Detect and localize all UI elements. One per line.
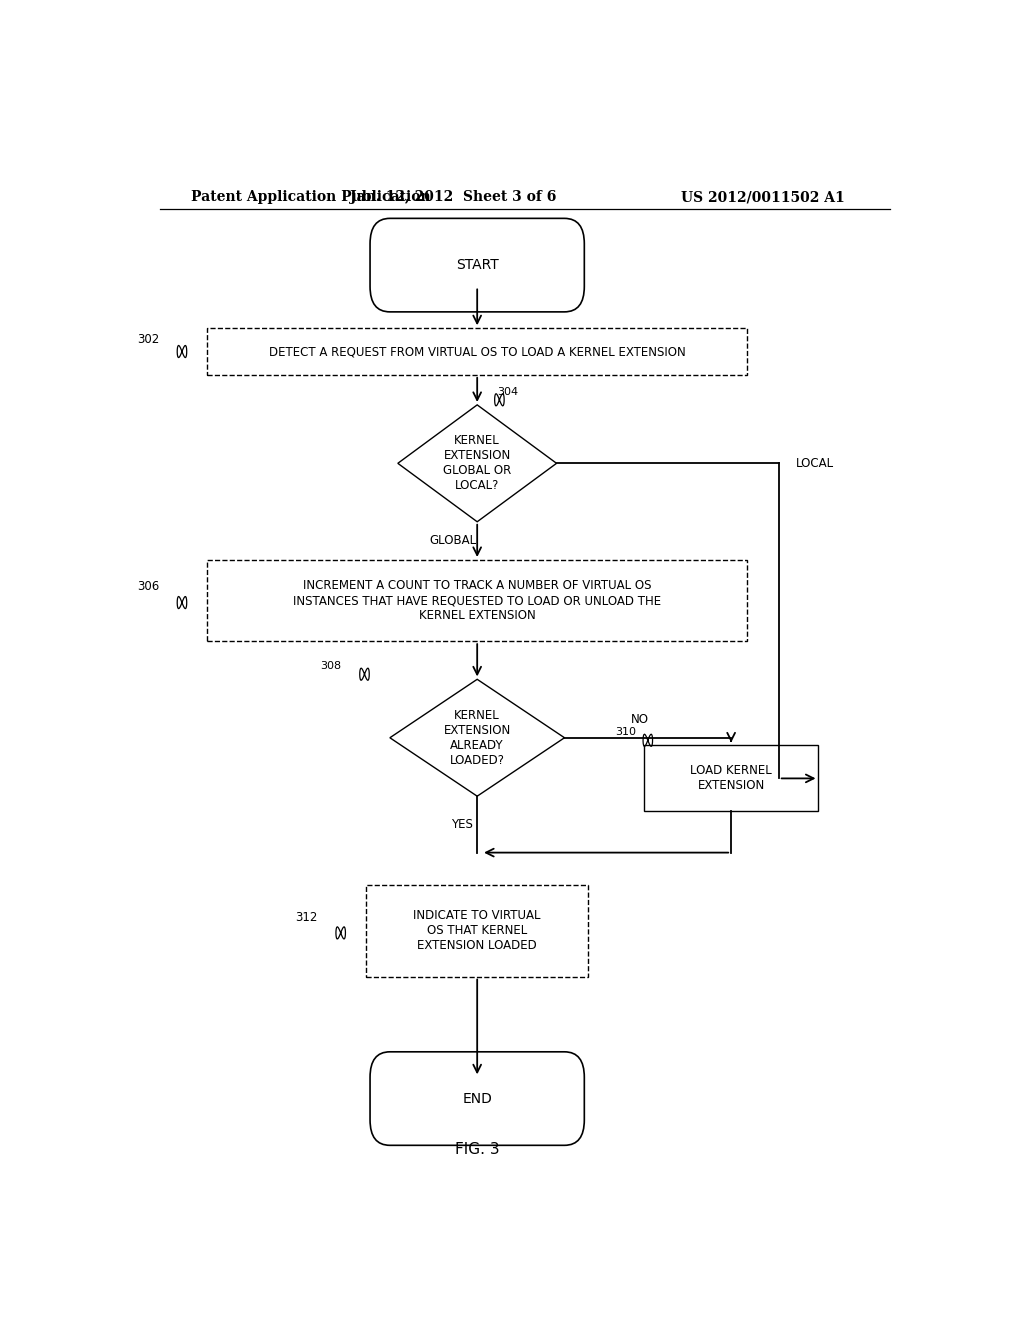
FancyBboxPatch shape — [370, 218, 585, 312]
Text: 312: 312 — [295, 911, 317, 924]
Text: YES: YES — [452, 818, 473, 830]
Text: START: START — [456, 259, 499, 272]
Text: GLOBAL: GLOBAL — [430, 535, 477, 548]
Bar — [207, 560, 748, 642]
Text: FIG. 3: FIG. 3 — [455, 1142, 500, 1156]
Text: 302: 302 — [137, 334, 159, 346]
Text: INDICATE TO VIRTUAL
OS THAT KERNEL
EXTENSION LOADED: INDICATE TO VIRTUAL OS THAT KERNEL EXTEN… — [414, 909, 541, 952]
Polygon shape — [390, 680, 564, 796]
Text: DETECT A REQUEST FROM VIRTUAL OS TO LOAD A KERNEL EXTENSION: DETECT A REQUEST FROM VIRTUAL OS TO LOAD… — [269, 345, 685, 358]
Text: 306: 306 — [137, 581, 159, 594]
Polygon shape — [397, 405, 557, 521]
Text: Patent Application Publication: Patent Application Publication — [191, 190, 431, 205]
Text: Jan. 12, 2012  Sheet 3 of 6: Jan. 12, 2012 Sheet 3 of 6 — [350, 190, 557, 205]
Text: LOCAL: LOCAL — [797, 457, 835, 470]
Text: LOAD KERNEL
EXTENSION: LOAD KERNEL EXTENSION — [690, 764, 772, 792]
Text: INCREMENT A COUNT TO TRACK A NUMBER OF VIRTUAL OS
INSTANCES THAT HAVE REQUESTED : INCREMENT A COUNT TO TRACK A NUMBER OF V… — [293, 579, 662, 622]
Text: 310: 310 — [614, 727, 636, 737]
Text: NO: NO — [631, 713, 649, 726]
Bar — [367, 886, 588, 977]
FancyBboxPatch shape — [370, 1052, 585, 1146]
Text: US 2012/0011502 A1: US 2012/0011502 A1 — [681, 190, 845, 205]
Bar — [644, 746, 818, 812]
Text: END: END — [462, 1092, 493, 1106]
Text: KERNEL
EXTENSION
GLOBAL OR
LOCAL?: KERNEL EXTENSION GLOBAL OR LOCAL? — [443, 434, 511, 492]
Text: 308: 308 — [319, 661, 341, 671]
Bar — [207, 329, 748, 375]
Text: 304: 304 — [497, 387, 518, 397]
Text: KERNEL
EXTENSION
ALREADY
LOADED?: KERNEL EXTENSION ALREADY LOADED? — [443, 709, 511, 767]
